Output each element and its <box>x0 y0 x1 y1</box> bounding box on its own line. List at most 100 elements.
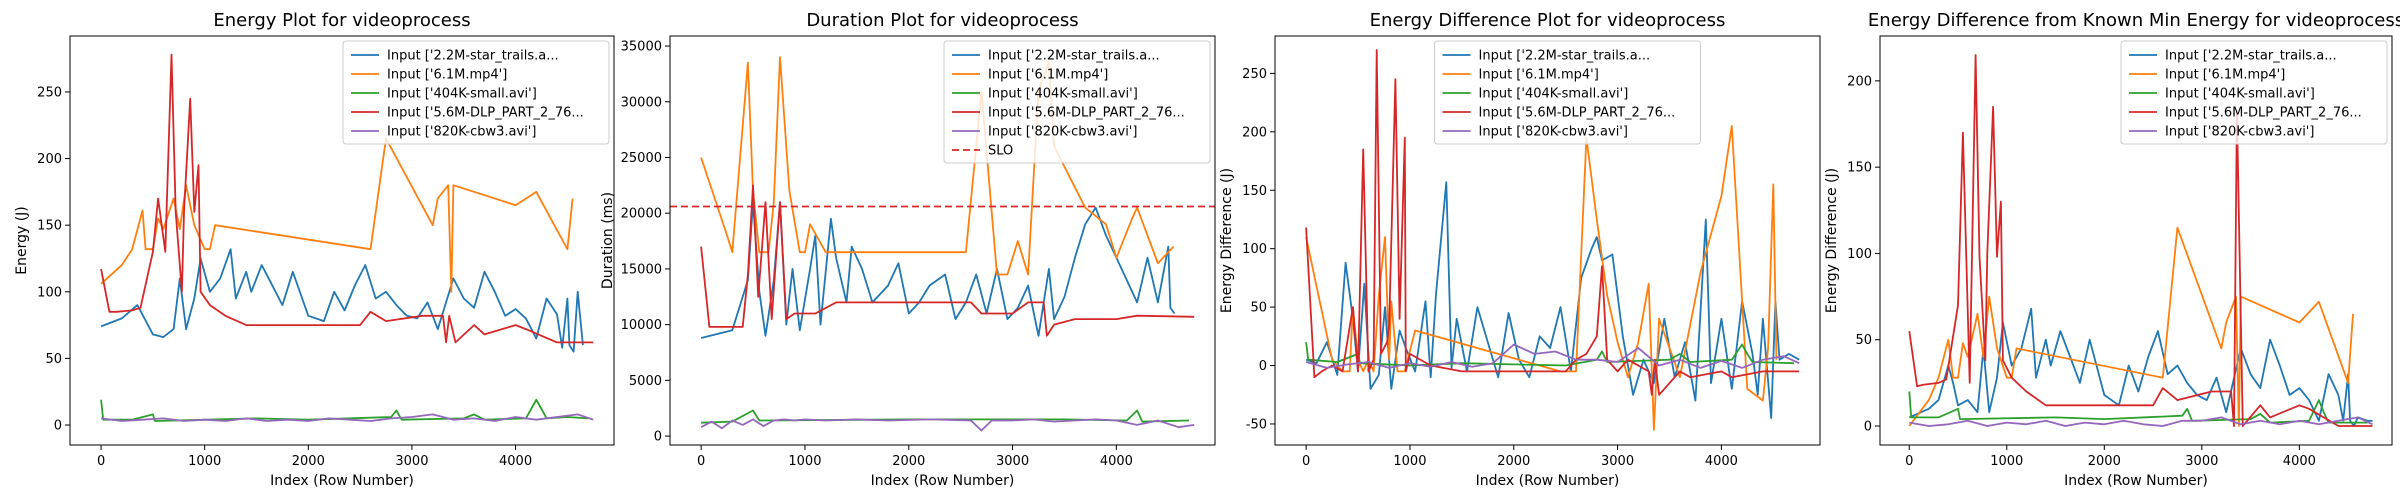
series-line-3 <box>1305 49 1800 396</box>
legend-box <box>2120 40 2388 145</box>
x-tick-label: 4000 <box>2283 454 2316 469</box>
legend-label: Input ['2.2M-star_trails.a... <box>988 49 1160 64</box>
legend-label: Input ['404K-small.avi'] <box>2165 87 2315 102</box>
y-tick-label: 100 <box>37 285 62 300</box>
y-tick-label: -50 <box>1246 417 1267 432</box>
plot-area <box>100 53 594 422</box>
legend-label: Input ['5.6M-DLP_PART_2_76... <box>1479 106 1676 121</box>
legend-label: Input ['5.6M-DLP_PART_2_76... <box>387 106 584 121</box>
y-axis-label: Energy Difference (J) <box>1219 168 1235 313</box>
series-line-4 <box>700 418 1195 432</box>
legend-label: Input ['404K-small.avi'] <box>988 87 1138 102</box>
axes-frame <box>1274 35 1821 446</box>
series-line-3 <box>100 53 594 344</box>
x-tick-label: 2000 <box>1497 454 1530 469</box>
series-line-3 <box>700 184 1195 337</box>
series-line-4 <box>1305 343 1800 369</box>
x-tick-label: 1000 <box>188 454 221 469</box>
x-tick-label: 3000 <box>2185 454 2218 469</box>
axes-frame <box>1879 35 2393 446</box>
y-tick-label: 150 <box>1847 161 1872 176</box>
plot-area <box>1305 49 1800 431</box>
x-tick-label: 4000 <box>499 454 532 469</box>
y-tick-label: 150 <box>1242 184 1267 199</box>
chart-panel: Duration Plot for videoprocess 0 1000 2000 3… <box>600 10 1216 489</box>
y-axis-label: Duration (ms) <box>600 192 616 289</box>
legend: Input ['2.2M-star_trails.a... Input ['6.1… <box>342 40 610 145</box>
legend-label: Input ['820K-cbw3.avi'] <box>387 125 536 140</box>
chart-title: Energy Plot for videoprocess <box>213 10 470 31</box>
series-line-1 <box>1305 125 1778 431</box>
y-tick-label: 200 <box>1847 74 1872 89</box>
x-tick-label: 4000 <box>1705 454 1738 469</box>
y-tick-label: 0 <box>654 430 662 445</box>
legend-label: Input ['820K-cbw3.avi'] <box>1479 125 1628 140</box>
legend-label: Input ['2.2M-star_trails.a... <box>1479 49 1651 64</box>
y-tick-label: 20000 <box>621 207 662 222</box>
legend-label: Input ['404K-small.avi'] <box>1479 87 1629 102</box>
x-tick-label: 1000 <box>788 454 821 469</box>
axes-frame <box>69 35 615 446</box>
legend: Input ['2.2M-star_trails.a... Input ['6.1… <box>2120 40 2388 145</box>
y-tick-label: 15000 <box>621 262 662 277</box>
y-tick-label: 100 <box>1242 242 1267 257</box>
series-line-2 <box>1908 391 2368 424</box>
y-tick-label: 30000 <box>621 95 662 110</box>
legend: Input ['2.2M-star_trails.a... Input ['6.1… <box>943 40 1211 164</box>
y-tick-label: 0 <box>1259 359 1267 374</box>
legend-label: Input ['6.1M.mp4'] <box>387 68 507 83</box>
y-tick-label: 200 <box>1242 125 1267 140</box>
y-axis-label: Energy Difference (J) <box>1824 168 1840 313</box>
series-line-3 <box>1908 54 2373 427</box>
legend-label: Input ['5.6M-DLP_PART_2_76... <box>2165 106 2362 121</box>
x-tick-label: 4000 <box>1100 454 1133 469</box>
x-tick-label: 2000 <box>892 454 925 469</box>
plot-area <box>670 56 1215 432</box>
x-tick-label: 2000 <box>2088 454 2121 469</box>
legend-box <box>342 40 610 145</box>
legend-label: Input ['404K-small.avi'] <box>387 87 537 102</box>
x-tick-label: 0 <box>1905 454 1913 469</box>
legend-box <box>943 40 1211 164</box>
y-tick-label: 250 <box>1242 67 1267 82</box>
y-tick-label: 150 <box>37 219 62 234</box>
y-tick-label: 35000 <box>621 40 662 55</box>
x-tick-label: 0 <box>97 454 105 469</box>
axes-frame <box>669 35 1216 446</box>
legend-label: Input ['6.1M.mp4'] <box>988 68 1108 83</box>
x-tick-label: 3000 <box>395 454 428 469</box>
y-tick-label: 5000 <box>629 374 662 389</box>
x-tick-label: 3000 <box>1601 454 1634 469</box>
series-line-2 <box>100 398 589 422</box>
legend-label: SLO <box>988 144 1013 159</box>
series-line-2 <box>701 409 1190 424</box>
chart-title: Duration Plot for videoprocess <box>806 10 1078 31</box>
chart-panel: Energy Difference from Known Min Energy … <box>1824 10 2400 489</box>
y-tick-label: 50 <box>45 352 62 367</box>
y-tick-label: 25000 <box>621 151 662 166</box>
series-line-0 <box>700 201 1176 339</box>
chart-title: Energy Difference from Known Min Energy … <box>1868 10 2400 31</box>
legend: Input ['2.2M-star_trails.a... Input ['6.1… <box>1434 40 1701 145</box>
legend-label: Input ['5.6M-DLP_PART_2_76... <box>988 106 1185 121</box>
legend-label: Input ['820K-cbw3.avi'] <box>988 125 1137 140</box>
x-tick-label: 0 <box>1302 454 1310 469</box>
x-axis-label: Index (Row Number) <box>2064 473 2208 489</box>
legend-box <box>1434 40 1701 145</box>
x-tick-label: 1000 <box>1990 454 2023 469</box>
series-line-4 <box>100 413 594 422</box>
chart-panel: Energy Difference Plot for videoprocess 0… <box>1219 10 1821 489</box>
x-axis-label: Index (Row Number) <box>270 473 414 489</box>
series-line-4 <box>1909 416 2373 427</box>
legend-label: Input ['6.1M.mp4'] <box>1479 68 1599 83</box>
legend-label: Input ['820K-cbw3.avi'] <box>2165 125 2314 140</box>
y-tick-label: 50 <box>1250 301 1267 316</box>
x-tick-label: 1000 <box>1393 454 1426 469</box>
series-line-0 <box>100 248 584 353</box>
legend-label: Input ['2.2M-star_trails.a... <box>387 49 559 64</box>
series-line-1 <box>1908 226 2354 427</box>
y-tick-label: 10000 <box>621 318 662 333</box>
plot-area <box>1908 54 2373 427</box>
series-line-0 <box>1908 307 2373 427</box>
